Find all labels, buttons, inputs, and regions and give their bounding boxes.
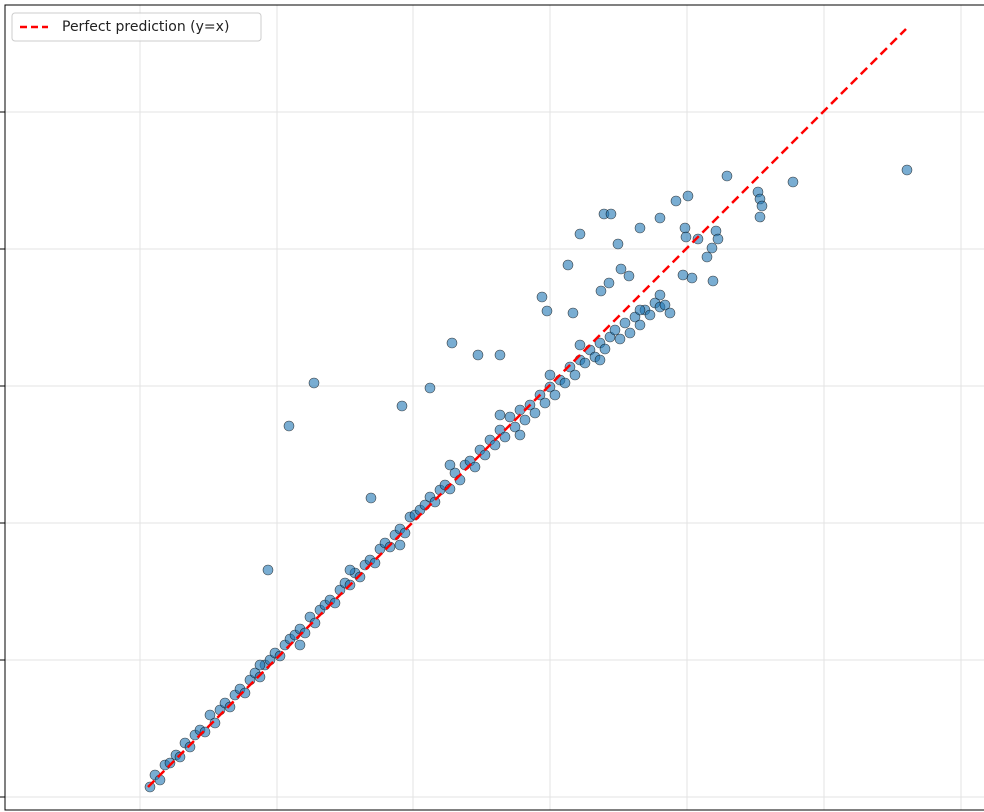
scatter-point <box>559 377 571 389</box>
scatter-point <box>754 211 766 223</box>
scatter-point <box>494 409 506 421</box>
scatter-point <box>299 627 311 639</box>
scatter-point <box>365 492 377 504</box>
scatter-point <box>174 751 186 763</box>
scatter-point <box>599 343 611 355</box>
scatter-point <box>562 259 574 271</box>
legend-label: Perfect prediction (y=x) <box>62 19 229 35</box>
scatter-point <box>574 339 586 351</box>
scatter-point <box>634 304 646 316</box>
scatter-point <box>308 377 320 389</box>
scatter-point <box>519 414 531 426</box>
scatter-point <box>499 431 511 443</box>
scatter-point <box>209 717 221 729</box>
scatter-point <box>469 461 481 473</box>
scatter-point <box>329 597 341 609</box>
scatter-point <box>679 222 691 234</box>
scatter-point <box>721 170 733 182</box>
legend-box <box>11 12 262 42</box>
scatter-point <box>615 263 627 275</box>
scatter-point <box>609 324 621 336</box>
scatter-point <box>707 275 719 287</box>
scatter-point <box>384 541 396 553</box>
scatter-point <box>644 309 656 321</box>
scatter-point <box>544 381 556 393</box>
scatter-point <box>544 369 556 381</box>
scatter-point <box>344 564 356 576</box>
legend: Perfect prediction (y=x) <box>11 12 262 42</box>
scatter-point <box>394 539 406 551</box>
scatter-point <box>567 307 579 319</box>
scatter-point <box>756 200 768 212</box>
scatter-point <box>184 741 196 753</box>
scatter-point <box>494 349 506 361</box>
scatter-point <box>706 242 718 254</box>
scatter-point <box>509 421 521 433</box>
scatter-point <box>504 411 516 423</box>
scatter-point <box>579 357 591 369</box>
scatter-point <box>204 709 216 721</box>
scatter-point <box>254 659 266 671</box>
scatter-point <box>612 238 624 250</box>
scatter-point <box>634 222 646 234</box>
scatter-point <box>574 228 586 240</box>
scatter-point <box>294 639 306 651</box>
scatter-point <box>664 307 676 319</box>
scatter-point <box>514 429 526 441</box>
scatter-point <box>619 317 631 329</box>
scatter-point <box>901 164 913 176</box>
scatter-point <box>686 272 698 284</box>
scatter-point <box>429 496 441 508</box>
scatter-point <box>595 285 607 297</box>
scatter-point <box>254 671 266 683</box>
scatter-point <box>654 289 666 301</box>
scatter-point <box>472 349 484 361</box>
scatter-point <box>144 781 156 793</box>
scatter-point <box>569 369 581 381</box>
scatter-point <box>541 305 553 317</box>
scatter-point <box>605 208 617 220</box>
scatter-point <box>564 361 576 373</box>
scatter-point <box>536 291 548 303</box>
scatter-point <box>701 251 713 263</box>
scatter-point <box>659 299 671 311</box>
scatter-point <box>529 407 541 419</box>
scatter-point <box>539 397 551 409</box>
scatter-point <box>654 212 666 224</box>
scatter-point <box>680 231 692 243</box>
scatter-point <box>787 176 799 188</box>
scatter-point <box>224 701 236 713</box>
scatter-point <box>444 459 456 471</box>
scatter-point <box>354 571 366 583</box>
scatter-point <box>614 333 626 345</box>
scatter-point <box>262 564 274 576</box>
reference-line <box>147 28 907 788</box>
scatter-point <box>712 233 724 245</box>
scatter-point <box>670 195 682 207</box>
scatter-point <box>283 420 295 432</box>
scatter-point <box>634 319 646 331</box>
scatter-point <box>164 757 176 769</box>
scatter-point <box>549 389 561 401</box>
plot-frame <box>4 4 984 811</box>
scatter-point <box>603 277 615 289</box>
scatter-point <box>199 726 211 738</box>
scatter-point <box>692 233 704 245</box>
scatter-point <box>446 337 458 349</box>
scatter-point <box>424 382 436 394</box>
scatter-point <box>682 190 694 202</box>
scatter-point <box>624 327 636 339</box>
scatter-point <box>677 269 689 281</box>
scatter-point <box>396 400 408 412</box>
scatter-point <box>623 270 635 282</box>
scatter-point <box>239 687 251 699</box>
scatter-point <box>594 354 606 366</box>
scatter-point <box>369 557 381 569</box>
scatter-point <box>309 617 321 629</box>
scatter-point <box>399 527 411 539</box>
